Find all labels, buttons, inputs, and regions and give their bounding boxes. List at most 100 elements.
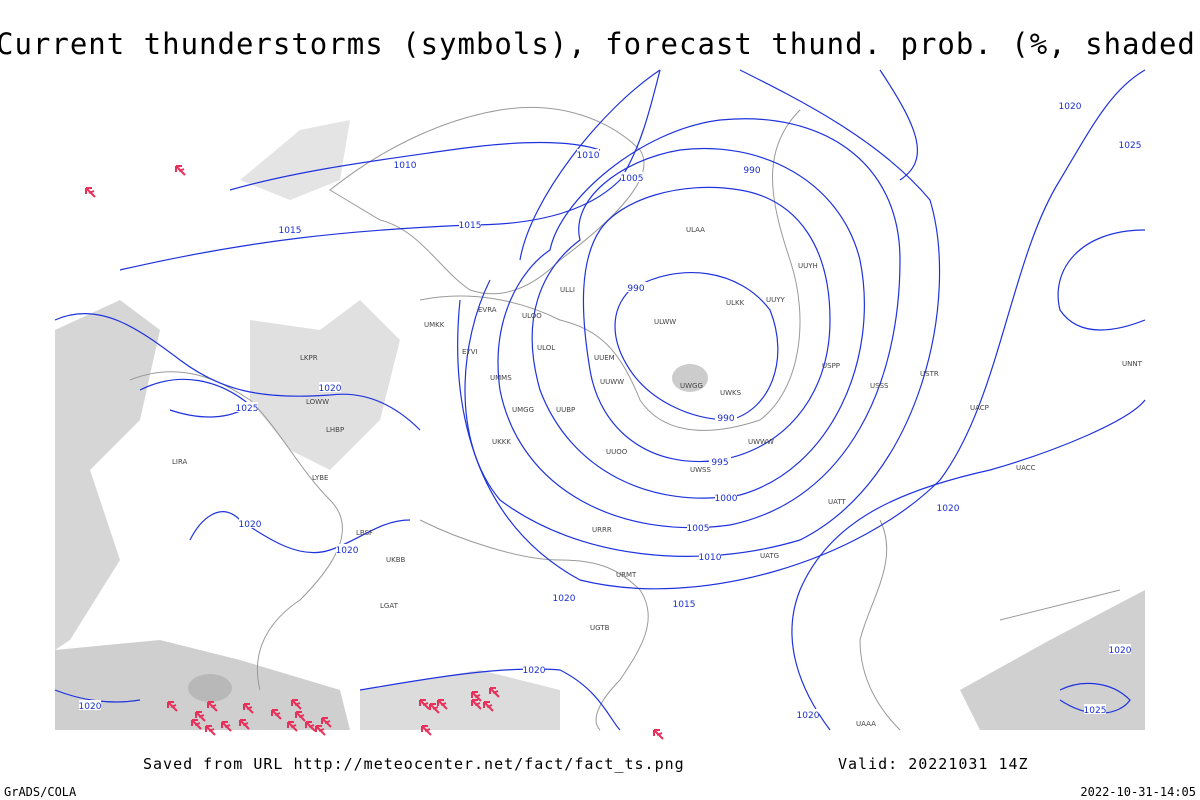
station-code: UNNT <box>1122 360 1143 368</box>
station-code: USTR <box>920 370 939 378</box>
thunderstorm-symbol <box>653 729 664 740</box>
label-bg <box>1059 100 1081 110</box>
thunderstorm-symbol <box>207 701 218 712</box>
isobar-label: 990 <box>627 284 644 294</box>
label-bg <box>1109 644 1131 654</box>
station-code: LHBP <box>326 426 344 434</box>
label-bg <box>1119 139 1141 149</box>
label-bg <box>459 219 481 229</box>
thunderstorm-symbol <box>243 703 254 714</box>
station-code: UMKK <box>424 321 445 329</box>
station-code: LBSF <box>356 529 373 537</box>
isobar-label: 1015 <box>279 226 302 236</box>
isobar-label: 1010 <box>394 161 417 171</box>
station-code: ULWW <box>654 318 676 326</box>
isobar-label: 1025 <box>236 404 259 414</box>
label-bg <box>279 224 301 234</box>
thunderstorm-symbol <box>175 165 186 176</box>
label-bg <box>715 492 737 502</box>
isobar-label: 1015 <box>459 221 482 231</box>
thunderstorm-symbol <box>471 691 482 702</box>
thunderstorm-symbol <box>191 719 202 730</box>
label-bg <box>699 551 721 561</box>
station-code: LIRA <box>172 458 188 466</box>
isobar-label: 1020 <box>1109 646 1132 656</box>
station-code: USPP <box>822 362 840 370</box>
station-code: UATG <box>760 552 779 560</box>
station-code: UUYY <box>766 296 786 304</box>
probability-shading <box>55 120 1145 730</box>
thunderstorm-symbol <box>437 699 448 710</box>
station-code: UUBP <box>556 406 575 414</box>
label-bg <box>709 456 731 466</box>
isobar-label: 990 <box>743 166 760 176</box>
station-code: UUYH <box>798 262 818 270</box>
station-code: ULAA <box>686 226 705 234</box>
station-code: UKKK <box>492 438 511 446</box>
isobar-label: 1020 <box>553 594 576 604</box>
map-area: 1010 1010 1005 990 1015 1015 990 1020 1025 990 995… <box>54 69 1146 740</box>
thunderstorm-symbols <box>85 165 664 740</box>
station-code: UGTB <box>590 624 610 632</box>
timestamp: 2022-10-31-14:05 <box>1080 785 1196 799</box>
thunderstorm-symbol <box>291 699 302 710</box>
label-bg <box>577 149 599 159</box>
isobar-labels: 1010 1010 1005 990 1015 1015 990 1020 1025 990 995… <box>79 100 1142 721</box>
title: Current thunderstorms (symbols), forecas… <box>0 27 1200 61</box>
valid-time: Valid: 20221031 14Z <box>838 755 1029 773</box>
station-code: UWWW <box>748 438 774 446</box>
label-bg <box>319 382 341 392</box>
station-codes: ULAA ULLI ULOO ULOL UUEM UUWW ULWW UWGG UWKS UMMS… <box>172 226 1143 728</box>
thunderstorm-symbol <box>287 721 298 732</box>
isobars <box>54 69 1146 731</box>
label-bg <box>553 592 575 602</box>
thunderstorm-symbol <box>295 711 306 722</box>
thunderstorm-symbol <box>221 721 232 732</box>
thunderstorm-symbol <box>419 699 430 710</box>
station-code: UACP <box>970 404 989 412</box>
station-code: UMMS <box>490 374 512 382</box>
label-bg <box>236 402 258 412</box>
station-code: ULKK <box>726 299 745 307</box>
thunderstorm-symbol <box>421 725 432 736</box>
station-code: EYVI <box>462 348 478 356</box>
isobar-label: 1025 <box>1119 141 1142 151</box>
label-bg <box>394 159 416 169</box>
isobar-label: 990 <box>717 414 734 424</box>
label-bg <box>1084 704 1106 714</box>
isobar-label: 1005 <box>687 524 710 534</box>
station-code: UWGG <box>680 382 703 390</box>
isobar-label: 1000 <box>715 494 738 504</box>
thunderstorm-symbol <box>489 687 500 698</box>
isobar-label: 1005 <box>621 174 644 184</box>
label-bg <box>523 664 545 674</box>
isobar-label: 1015 <box>673 600 696 610</box>
station-code: ULLI <box>560 286 575 294</box>
station-code: ULOO <box>522 312 542 320</box>
thunderstorm-symbol <box>471 699 482 710</box>
label-bg <box>715 412 737 422</box>
station-code: UWSS <box>690 466 711 474</box>
isobar-label: 1020 <box>79 702 102 712</box>
thunderstorm-symbol <box>167 701 178 712</box>
label-bg <box>797 709 819 719</box>
thunderstorm-symbol <box>271 709 282 720</box>
station-code: UAAA <box>856 720 876 728</box>
station-code: URRR <box>592 526 612 534</box>
isobar-label: 1020 <box>937 504 960 514</box>
isobar-label: 1010 <box>577 151 600 161</box>
label-bg <box>625 282 647 292</box>
station-code: UATT <box>828 498 847 506</box>
isobar-label: 1020 <box>1059 102 1082 112</box>
label-bg <box>741 164 763 174</box>
station-code: LKPR <box>300 354 318 362</box>
thunderstorm-symbol <box>315 725 326 736</box>
thunderstorm-symbol <box>205 725 216 736</box>
station-code: UUEM <box>594 354 615 362</box>
isobar-label: 1025 <box>1084 706 1107 716</box>
label-bg <box>687 522 709 532</box>
thunderstorm-symbol <box>85 187 96 198</box>
station-code: UKBB <box>386 556 406 564</box>
label-bg <box>79 700 101 710</box>
